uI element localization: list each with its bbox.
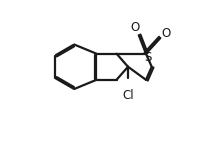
- Text: O: O: [131, 21, 140, 35]
- Text: Cl: Cl: [122, 89, 134, 102]
- Text: S: S: [145, 51, 152, 64]
- Text: O: O: [161, 27, 171, 40]
